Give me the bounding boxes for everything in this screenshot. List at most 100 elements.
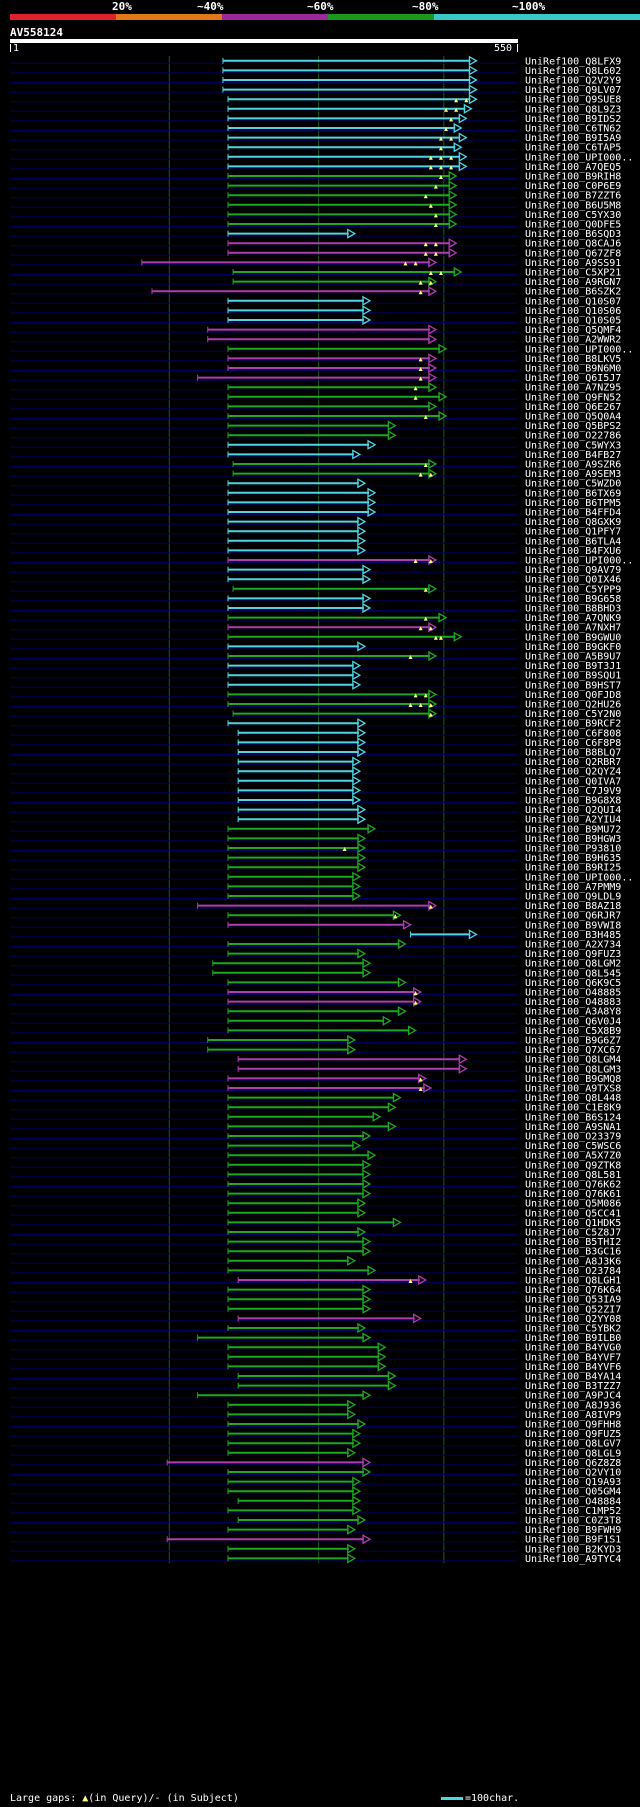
hit-label[interactable]: UniRef100_A9RGN7 xyxy=(525,277,621,288)
hit-label[interactable]: UniRef100_C5XP21 xyxy=(525,268,621,279)
hit-label[interactable]: UniRef100_B9T3J1 xyxy=(525,661,621,672)
hit-label[interactable]: UniRef100_Q6I5J7 xyxy=(525,373,621,384)
hit-row[interactable]: UniRef100_C7J9V9 xyxy=(10,785,621,797)
hit-label[interactable]: UniRef100_Q52ZI7 xyxy=(525,1304,621,1315)
hit-row[interactable]: UniRef100_Q2QUI4 xyxy=(10,804,621,816)
hit-row[interactable]: UniRef100_Q8LGM2 xyxy=(10,958,621,970)
hit-label[interactable]: UniRef100_B5THI2 xyxy=(525,1237,621,1248)
hit-row[interactable]: UniRef100_A9SZR6 xyxy=(10,458,621,471)
hit-label[interactable]: UniRef100_P93810 xyxy=(525,844,621,855)
hit-label[interactable]: UniRef100_Q8L545 xyxy=(525,968,621,979)
hit-row[interactable]: UniRef100_Q9FUZ5 xyxy=(10,1428,621,1440)
hit-label[interactable]: UniRef100_C0P6E9 xyxy=(525,181,621,192)
hit-label[interactable]: UniRef100_B9F1S1 xyxy=(525,1535,621,1546)
hit-row[interactable]: UniRef100_B9FWH9 xyxy=(10,1524,621,1536)
hit-label[interactable]: UniRef100_B6TX69 xyxy=(525,488,621,499)
hit-row[interactable]: UniRef100_Q2HU26 xyxy=(10,698,621,711)
hit-label[interactable]: UniRef100_B8BHD3 xyxy=(525,604,621,615)
hit-label[interactable]: UniRef100_Q6K9C5 xyxy=(525,978,621,989)
hit-row[interactable]: UniRef100_B9GWU0 xyxy=(10,631,621,643)
hit-label[interactable]: UniRef100_Q76K64 xyxy=(525,1285,621,1296)
hit-row[interactable]: UniRef100_Q52ZI7 xyxy=(10,1303,621,1315)
hit-row[interactable]: UniRef100_A8J936 xyxy=(10,1399,621,1411)
hit-label[interactable]: UniRef100_Q10S05 xyxy=(525,316,621,327)
hit-row[interactable]: UniRef100_Q1PFY7 xyxy=(10,526,621,538)
hit-row[interactable]: UniRef100_B8BLQ7 xyxy=(10,746,621,759)
hit-label[interactable]: UniRef100_Q8CAJ6 xyxy=(525,239,621,250)
hit-row[interactable]: UniRef100_B9G6Z7 xyxy=(10,1034,621,1047)
hit-row[interactable]: UniRef100_Q8LGM4 xyxy=(10,1054,621,1066)
hit-row[interactable]: UniRef100_B6TX69 xyxy=(10,487,621,499)
hit-label[interactable]: UniRef100_Q1PFY7 xyxy=(525,527,621,538)
hit-row[interactable]: UniRef100_Q8LGH1 xyxy=(10,1274,621,1287)
hit-row[interactable]: UniRef100_B3H485 xyxy=(10,929,621,941)
hit-label[interactable]: UniRef100_Q8LGL9 xyxy=(525,1448,621,1459)
hit-row[interactable]: UniRef100_C6TN62 xyxy=(10,122,621,135)
hit-row[interactable]: UniRef100_UPI000.. xyxy=(10,554,633,567)
hit-row[interactable]: UniRef100_B9G8X8 xyxy=(10,794,621,807)
hit-label[interactable]: UniRef100_Q10S06 xyxy=(525,306,621,317)
hit-label[interactable]: UniRef100_Q8LFX9 xyxy=(525,56,621,67)
hit-row[interactable]: UniRef100_B3GC16 xyxy=(10,1246,621,1258)
hit-label[interactable]: UniRef100_B9G658 xyxy=(525,594,621,605)
hit-label[interactable]: UniRef100_B9RIH8 xyxy=(525,172,621,183)
hit-label[interactable]: UniRef100_B9G8X8 xyxy=(525,796,621,807)
hit-label[interactable]: UniRef100_Q8LGM4 xyxy=(525,1055,621,1066)
hit-row[interactable]: UniRef100_C0P6E9 xyxy=(10,180,621,192)
hit-row[interactable]: UniRef100_Q0IX46 xyxy=(10,574,621,586)
hit-label[interactable]: UniRef100_C5WYX3 xyxy=(525,440,621,451)
hit-row[interactable]: UniRef100_A8IVP9 xyxy=(10,1409,621,1421)
hit-row[interactable]: UniRef100_C5X8B9 xyxy=(10,1025,621,1037)
hit-label[interactable]: UniRef100_Q8L581 xyxy=(525,1170,621,1181)
hit-label[interactable]: UniRef100_A2WWR2 xyxy=(525,335,621,346)
hit-label[interactable]: UniRef100_A7NXH7 xyxy=(525,623,621,634)
hit-label[interactable]: UniRef100_Q8L9Z3 xyxy=(525,104,621,115)
hit-label[interactable]: UniRef100_Q2QUI4 xyxy=(525,805,621,816)
hit-label[interactable]: UniRef100_A5B9U7 xyxy=(525,652,621,663)
hit-row[interactable]: UniRef100_B9F1S1 xyxy=(10,1534,621,1546)
hit-label[interactable]: UniRef100_Q5M086 xyxy=(525,1199,621,1210)
hit-row[interactable]: UniRef100_A7QNK9 xyxy=(10,612,621,624)
hit-label[interactable]: UniRef100_Q6E267 xyxy=(525,402,621,413)
hit-row[interactable]: UniRef100_Q6I5J7 xyxy=(10,372,621,384)
hit-row[interactable]: UniRef100_A5B9U7 xyxy=(10,650,621,663)
hit-row[interactable]: UniRef100_A8J3K6 xyxy=(10,1255,621,1267)
hit-row[interactable]: UniRef100_C5Y2N0 xyxy=(10,708,621,720)
hit-row[interactable]: UniRef100_C1E8K9 xyxy=(10,1102,621,1114)
hit-row[interactable]: UniRef100_Q1HDK5 xyxy=(10,1217,621,1229)
hit-row[interactable]: UniRef100_Q9AV79 xyxy=(10,564,621,576)
hit-label[interactable]: UniRef100_Q05GM4 xyxy=(525,1487,621,1498)
hit-label[interactable]: UniRef100_B9HGW3 xyxy=(525,834,621,845)
hit-row[interactable]: UniRef100_B4FB27 xyxy=(10,449,621,461)
hit-row[interactable]: UniRef100_Q6V0J4 xyxy=(10,1015,621,1027)
hit-row[interactable]: UniRef100_A2WWR2 xyxy=(10,334,621,346)
hit-label[interactable]: UniRef100_Q53IA9 xyxy=(525,1295,621,1306)
hit-label[interactable]: UniRef100_Q0DFE5 xyxy=(525,220,621,231)
hit-label[interactable]: UniRef100_B9IDS2 xyxy=(525,114,621,125)
hit-label[interactable]: UniRef100_B9GMQ8 xyxy=(525,1074,621,1085)
hit-label[interactable]: UniRef100_Q8GXK9 xyxy=(525,517,621,528)
hit-label[interactable]: UniRef100_C5YBK2 xyxy=(525,1324,621,1335)
hit-label[interactable]: UniRef100_Q6V0J4 xyxy=(525,1016,621,1027)
hit-row[interactable]: UniRef100_B6S124 xyxy=(10,1111,621,1123)
hit-row[interactable]: UniRef100_B9IDS2 xyxy=(10,113,621,125)
hit-label[interactable]: UniRef100_B3GC16 xyxy=(525,1247,621,1258)
hit-label[interactable]: UniRef100_C5YX30 xyxy=(525,210,621,221)
hit-row[interactable]: UniRef100_Q7XC67 xyxy=(10,1044,621,1056)
hit-row[interactable]: UniRef100_Q5M086 xyxy=(10,1198,621,1210)
hit-label[interactable]: UniRef100_Q10S07 xyxy=(525,296,621,307)
hit-row[interactable]: UniRef100_B9HST7 xyxy=(10,679,621,691)
hit-label[interactable]: UniRef100_Q9FUZ3 xyxy=(525,949,621,960)
hit-label[interactable]: UniRef100_Q9FUZ5 xyxy=(525,1429,621,1440)
hit-label[interactable]: UniRef100_C0Z3T8 xyxy=(525,1516,621,1527)
hit-row[interactable]: UniRef100_A3A8Y8 xyxy=(10,1006,621,1018)
hit-row[interactable]: UniRef100_A2X734 xyxy=(10,938,621,951)
hit-label[interactable]: UniRef100_C6F8P8 xyxy=(525,738,621,749)
hit-row[interactable]: UniRef100_Q76K61 xyxy=(10,1188,621,1200)
hit-row[interactable]: UniRef100_B9RI25 xyxy=(10,862,621,874)
hit-label[interactable]: UniRef100_Q8LGV7 xyxy=(525,1439,621,1450)
hit-label[interactable]: UniRef100_Q9AV79 xyxy=(525,565,621,576)
hit-row[interactable]: UniRef100_Q5CC41 xyxy=(10,1207,621,1219)
hit-label[interactable]: UniRef100_C1MP52 xyxy=(525,1506,621,1517)
hit-row[interactable]: UniRef100_C6TAP5 xyxy=(10,142,621,154)
